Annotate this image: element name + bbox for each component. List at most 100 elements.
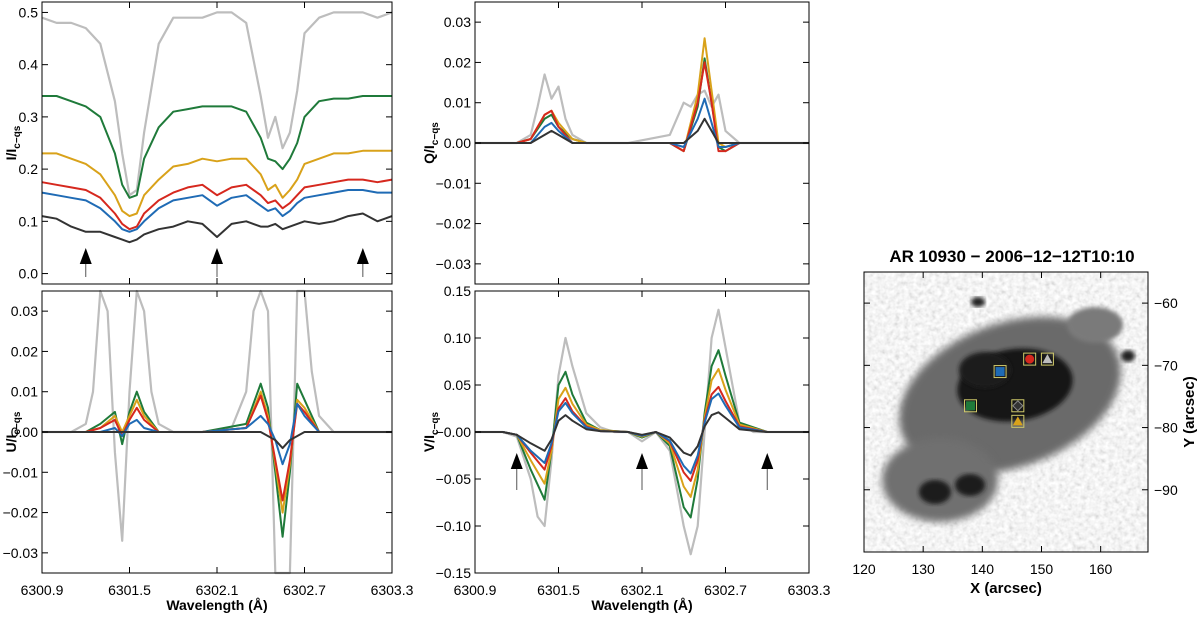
series-v-blue xyxy=(475,392,809,475)
xtick-label: 6301.5 xyxy=(537,582,580,598)
panel-v-ylabel: V/Ic−qs xyxy=(421,411,441,452)
panel-q-yticks: 0.03 0.02 0.01 0.00 −0.01 −0.02 −0.03 xyxy=(436,14,809,272)
series-q-gray xyxy=(475,73,809,145)
xtick-label: 6303.3 xyxy=(788,582,831,598)
marker-frame-red-circle xyxy=(1023,352,1037,366)
penumbra-right xyxy=(1067,307,1123,343)
umbra-lower-1 xyxy=(919,480,951,504)
ytick-label: 0.05 xyxy=(444,377,471,393)
marker-dark-diamond xyxy=(1012,400,1024,412)
sunspot-map: AR 10930 − 2006−12−12T10:10 120 130 140 150… xyxy=(852,247,1198,597)
panel-v-plot xyxy=(474,291,810,573)
arrow-head xyxy=(636,453,648,469)
ytick-label: −0.02 xyxy=(436,216,472,232)
ytick-label: 0.02 xyxy=(444,54,471,70)
map-ytick-label: −60 xyxy=(1154,295,1178,311)
series-i-red xyxy=(41,178,393,231)
map-xtick-label: 160 xyxy=(1089,561,1113,577)
ytick-label: 0.3 xyxy=(19,109,39,125)
ytick-label: 0.03 xyxy=(444,14,471,30)
ytick-label: −0.15 xyxy=(436,565,472,581)
marker-blue-square xyxy=(995,367,1005,377)
series-v-gray xyxy=(475,308,809,556)
ytick-label: −0.00 xyxy=(436,424,472,440)
xtick-label: 6300.9 xyxy=(454,582,497,598)
ytick-label: 0.00 xyxy=(444,135,471,151)
marker-frame-gold-triangle xyxy=(1011,414,1025,428)
marker-frame-dark-diamond xyxy=(1011,399,1025,413)
arrow-head xyxy=(79,248,92,264)
map-xtick-label: 120 xyxy=(852,561,876,577)
panel-q-ylabel: Q/Ic−qs xyxy=(421,122,441,164)
ytick-label: 0.01 xyxy=(11,384,38,400)
ytick-label: −0.02 xyxy=(3,505,39,521)
panel-u: 0.030.020.010.00−0.01−0.02−0.03 U/Ic−qs … xyxy=(3,289,414,613)
map-xticks: 120 130 140 150 160 xyxy=(852,272,1113,577)
xtick-label: 6301.5 xyxy=(108,582,151,598)
panel-u-yticks: 0.03 0.02 0.01 0.00 −0.01 −0.02 −0.03 xyxy=(3,303,392,561)
ytick-label: −0.10 xyxy=(436,518,472,534)
penumbra-lower xyxy=(882,438,998,522)
marker-frame-green-square xyxy=(964,399,977,413)
panel-intensity-plot xyxy=(41,2,393,284)
umbra-lower-2 xyxy=(955,474,985,496)
ytick-label: 0.4 xyxy=(19,57,39,73)
map-xtick-label: 130 xyxy=(911,561,935,577)
series-u-dark xyxy=(42,431,392,450)
pore-right xyxy=(1121,350,1135,362)
marker-frame-blue-square xyxy=(993,365,1007,379)
panel-u-xlabel: Wavelength (Å) xyxy=(166,597,267,613)
series-u-blue xyxy=(42,402,392,466)
map-title: AR 10930 − 2006−12−12T10:10 xyxy=(889,247,1134,266)
panel-v-xlabel: Wavelength (Å) xyxy=(591,597,692,613)
panel-q: 0.03 0.02 0.01 0.00 −0.01 −0.02 −0.03 Q/Ic−qs xyxy=(421,1,810,285)
series-u-red xyxy=(42,394,392,502)
map-ytick-label: −70 xyxy=(1154,357,1178,373)
panel-v: 0.15 0.10 0.05 −0.00 −0.05 −0.10 −0.15 V/Ic−qs… xyxy=(421,283,831,613)
marker-red-circle xyxy=(1025,354,1035,364)
ytick-label: 0.5 xyxy=(19,4,39,20)
xtick-label: 6300.9 xyxy=(21,582,64,598)
map-ylabel: Y (arcsec) xyxy=(1181,376,1198,447)
map-image xyxy=(864,272,1148,552)
panel-v-yticks: 0.15 0.10 0.05 −0.00 −0.05 −0.10 −0.15 xyxy=(436,283,809,581)
panel-intensity: 0.0 0.1 0.2 0.3 0.4 0.5 I/Ic−qs xyxy=(3,1,393,285)
arrow-head xyxy=(761,453,774,469)
xtick-label: 6302.1 xyxy=(621,582,664,598)
ytick-label: −0.05 xyxy=(436,471,472,487)
series-q-gold xyxy=(475,37,809,153)
umbra-left xyxy=(959,352,1011,388)
ytick-label: 0.02 xyxy=(11,343,38,359)
series-i-blue xyxy=(41,189,392,233)
panel-intensity-ylabel: I/Ic−qs xyxy=(3,125,23,160)
arrow-head xyxy=(211,248,223,264)
ytick-label: −0.01 xyxy=(3,464,39,480)
panel-q-plot xyxy=(474,2,810,284)
xtick-label: 6303.3 xyxy=(371,582,414,598)
panel-intensity-yticks: 0.0 0.1 0.2 0.3 0.4 0.5 xyxy=(19,4,392,282)
ytick-label: 0.0 xyxy=(19,266,39,282)
map-yticks: −60 −70 −80 −90 xyxy=(864,295,1178,498)
pore-top xyxy=(971,297,985,307)
panel-intensity-arrows xyxy=(79,248,369,277)
ytick-label: −0.03 xyxy=(3,545,39,561)
series-i-green xyxy=(42,95,392,199)
ytick-label: 0.15 xyxy=(444,283,471,299)
ytick-label: 0.03 xyxy=(11,303,38,319)
map-frame xyxy=(863,271,1149,553)
map-ytick-label: −80 xyxy=(1154,420,1178,436)
ytick-label: −0.03 xyxy=(436,256,472,272)
series-v-dark xyxy=(475,411,809,457)
map-xtick-label: 150 xyxy=(1030,561,1054,577)
panel-u-ylabel: U/Ic−qs xyxy=(3,411,23,452)
panel-v-xticks: 6300.9 6301.5 6302.1 6302.7 6303.3 xyxy=(454,582,831,598)
series-i-gray xyxy=(41,11,393,197)
series-i-gold xyxy=(42,149,392,218)
series-u-green xyxy=(42,382,392,538)
series-q-dark xyxy=(475,117,809,144)
ytick-label: 0.00 xyxy=(11,424,38,440)
panel-v-arrows xyxy=(510,453,774,490)
ytick-label: 0.10 xyxy=(444,330,471,346)
ytick-label: 0.1 xyxy=(19,213,39,229)
panel-u-plot xyxy=(41,289,393,575)
